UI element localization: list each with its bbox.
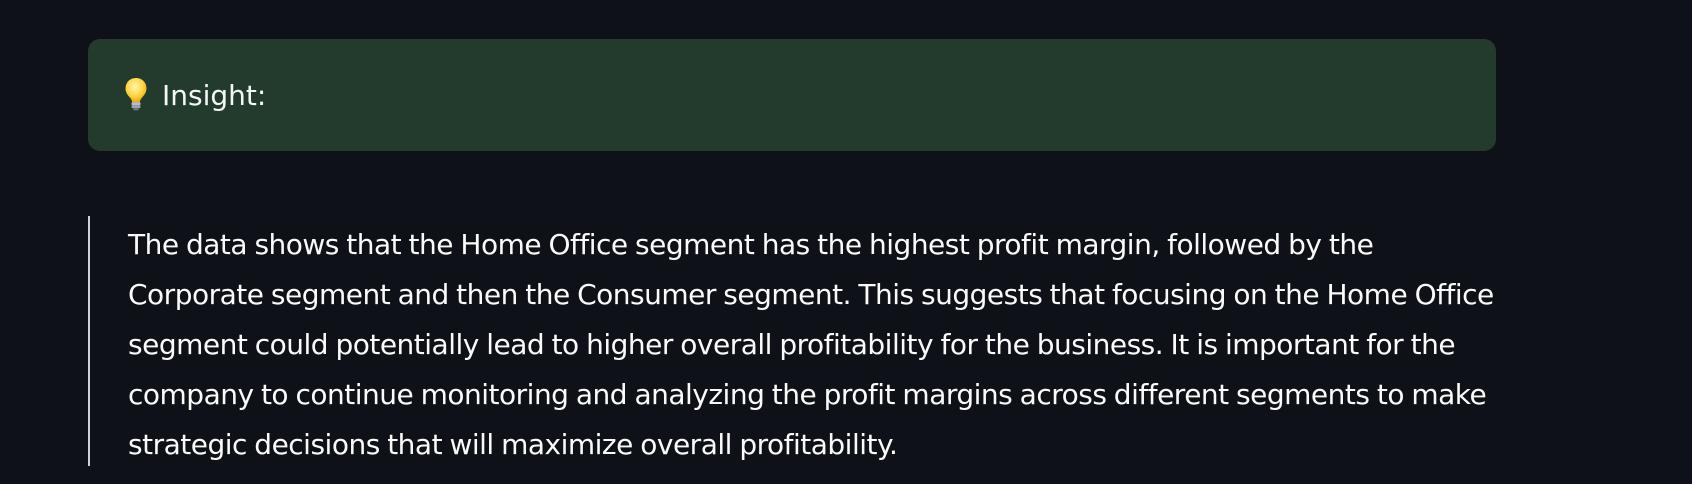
lightbulb-icon [124,77,148,111]
insight-blockquote: The data shows that the Home Office segm… [88,216,1508,466]
insight-label: Insight: [162,78,267,112]
insight-text: The data shows that the Home Office segm… [128,228,1494,461]
insight-alert: Insight: [88,39,1496,151]
